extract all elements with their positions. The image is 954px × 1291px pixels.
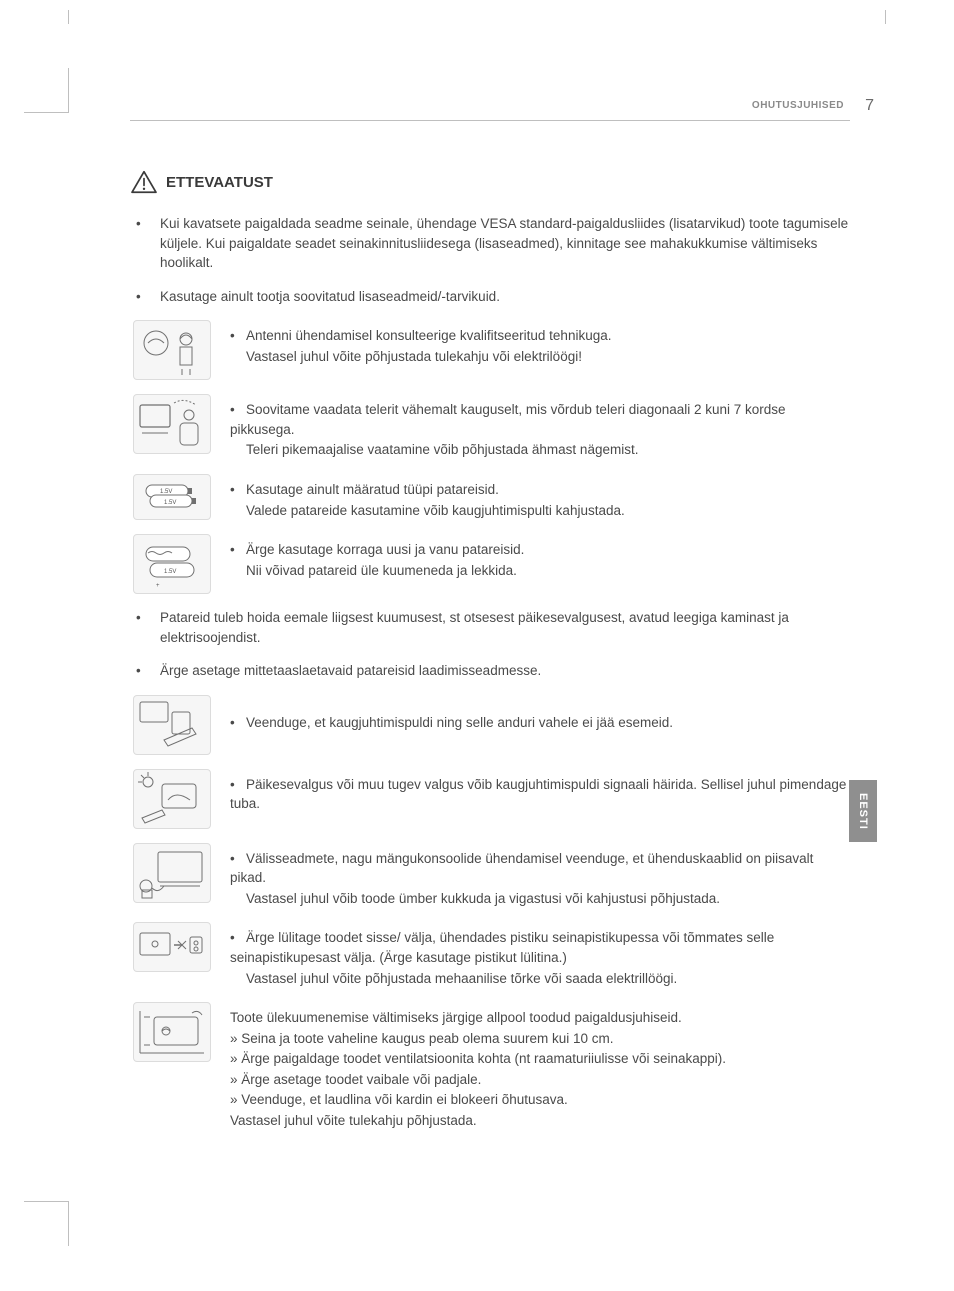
bullet-marker: •	[130, 608, 160, 647]
illustration-console-cable-icon	[133, 843, 211, 903]
bullet-text: Patareid tuleb hoida eemale liigsest kuu…	[160, 608, 850, 647]
icon-row-install: Toote ülekuumenemise vältimiseks järgige…	[130, 1002, 850, 1130]
illustration-batteries-icon: 1.5V 1.5V	[133, 474, 211, 520]
bullet-subtext: Vastasel juhul võite tulekahju põhjustad…	[230, 1111, 850, 1131]
bullet-subtext: Vastasel juhul võib toode ümber kukkuda …	[230, 889, 850, 909]
bullet-sublist-item: » Ärge asetage toodet vaibale või padjal…	[230, 1070, 850, 1090]
bullet-sublist-item: » Veenduge, et laudlina või kardin ei bl…	[230, 1090, 850, 1110]
bullet-text: Kasutage ainult tootja soovitatud lisase…	[160, 287, 850, 307]
bullet-text: Antenni ühendamisel konsulteerige kvalif…	[246, 328, 611, 343]
bullet-item: • Kasutage ainult tootja soovitatud lisa…	[130, 287, 850, 307]
caution-label: ETTEVAATUST	[166, 174, 273, 191]
icon-row-remote-obstruct: •Veenduge, et kaugjuhtimispuldi ning sel…	[130, 695, 850, 755]
icon-row-battery-type: 1.5V 1.5V •Kasutage ainult määratud tüüp…	[130, 474, 850, 520]
bullet-text: Välisseadmete, nagu mängukonsoolide ühen…	[230, 851, 813, 886]
svg-text:+: +	[156, 583, 160, 589]
caution-heading: ETTEVAATUST	[130, 170, 850, 194]
bullet-text: Kasutage ainult määratud tüüpi patareisi…	[246, 482, 499, 497]
bullet-subtext: Valede patareide kasutamine võib kaugjuh…	[230, 501, 850, 521]
illustration-viewing-distance-icon	[133, 394, 211, 454]
bullet-marker: •	[130, 287, 160, 307]
illustration-remote-obstruction-icon	[133, 695, 211, 755]
bullet-text: Toote ülekuumenemise vältimiseks järgige…	[230, 1008, 850, 1028]
bullet-item: • Ärge asetage mittetaaslaetavaid patare…	[130, 661, 850, 681]
crop-mark-top-left	[24, 68, 69, 113]
icon-row-antenna: •Antenni ühendamisel konsulteerige kvali…	[130, 320, 850, 380]
illustration-technician-icon	[133, 320, 211, 380]
icon-row-plug: •Ärge lülitage toodet sisse/ välja, ühen…	[130, 922, 850, 988]
bullet-text: Veenduge, et kaugjuhtimispuldi ning sell…	[246, 715, 673, 730]
illustration-battery-mix-icon: 1.5V +	[133, 534, 211, 594]
svg-text:1.5V: 1.5V	[164, 569, 176, 575]
bullet-text: Päikesevalgus või muu tugev valgus võib …	[230, 777, 846, 812]
bullet-subtext: Teleri pikemaajalise vaatamine võib põhj…	[230, 440, 850, 460]
bullet-sublist-item: » Seina ja toote vaheline kaugus peab ol…	[230, 1029, 850, 1049]
bullet-text: Soovitame vaadata telerit vähemalt kaugu…	[230, 402, 786, 437]
illustration-sunlight-icon	[133, 769, 211, 829]
header-rule	[130, 120, 850, 121]
icon-row-distance: •Soovitame vaadata telerit vähemalt kaug…	[130, 394, 850, 460]
header-section-label: OHUTUSJUHISED	[752, 100, 844, 111]
bullet-text: Ärge lülitage toodet sisse/ välja, ühend…	[230, 930, 774, 965]
page-content: ETTEVAATUST • Kui kavatsete paigaldada s…	[130, 170, 850, 1145]
illustration-plug-icon	[133, 922, 211, 972]
bullet-item: • Patareid tuleb hoida eemale liigsest k…	[130, 608, 850, 647]
bullet-subtext: Vastasel juhul võite põhjustada mehaanil…	[230, 969, 850, 989]
page-edge-top-marks	[68, 10, 886, 24]
icon-row-console-cable: •Välisseadmete, nagu mängukonsoolide ühe…	[130, 843, 850, 909]
crop-mark-bottom-left	[24, 1201, 69, 1246]
illustration-installation-icon	[133, 1002, 211, 1062]
caution-triangle-icon	[130, 170, 158, 194]
bullet-marker: •	[130, 661, 160, 681]
bullet-item: • Kui kavatsete paigaldada seadme seinal…	[130, 214, 850, 273]
bullet-text: Kui kavatsete paigaldada seadme seinale,…	[160, 214, 850, 273]
svg-text:1.5V: 1.5V	[164, 500, 176, 506]
header-page-number: 7	[865, 97, 874, 115]
bullet-subtext: Nii võivad patareid üle kuumeneda ja lek…	[230, 561, 850, 581]
bullet-sublist-item: » Ärge paigaldage toodet ventilatsioonit…	[230, 1049, 850, 1069]
icon-row-battery-mix: 1.5V + •Ärge kasutage korraga uusi ja va…	[130, 534, 850, 594]
svg-text:1.5V: 1.5V	[160, 489, 172, 495]
bullet-subtext: Vastasel juhul võite põhjustada tulekahj…	[230, 347, 850, 367]
bullet-marker: •	[130, 214, 160, 273]
icon-row-sunlight: •Päikesevalgus või muu tugev valgus võib…	[130, 769, 850, 829]
bullet-text: Ärge kasutage korraga uusi ja vanu patar…	[246, 542, 524, 557]
language-tab: EESTI	[849, 780, 877, 842]
bullet-text: Ärge asetage mittetaaslaetavaid patareis…	[160, 661, 850, 681]
